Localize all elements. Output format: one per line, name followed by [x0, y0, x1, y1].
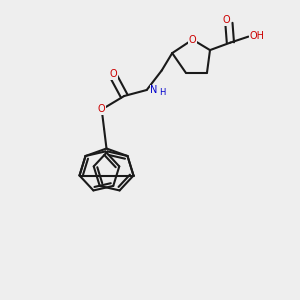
Text: OH: OH [250, 31, 265, 41]
Text: O: O [222, 15, 230, 25]
Text: O: O [110, 69, 118, 79]
Text: O: O [189, 34, 196, 45]
Text: H: H [159, 88, 166, 98]
Text: O: O [98, 104, 106, 115]
Text: N: N [150, 85, 158, 95]
